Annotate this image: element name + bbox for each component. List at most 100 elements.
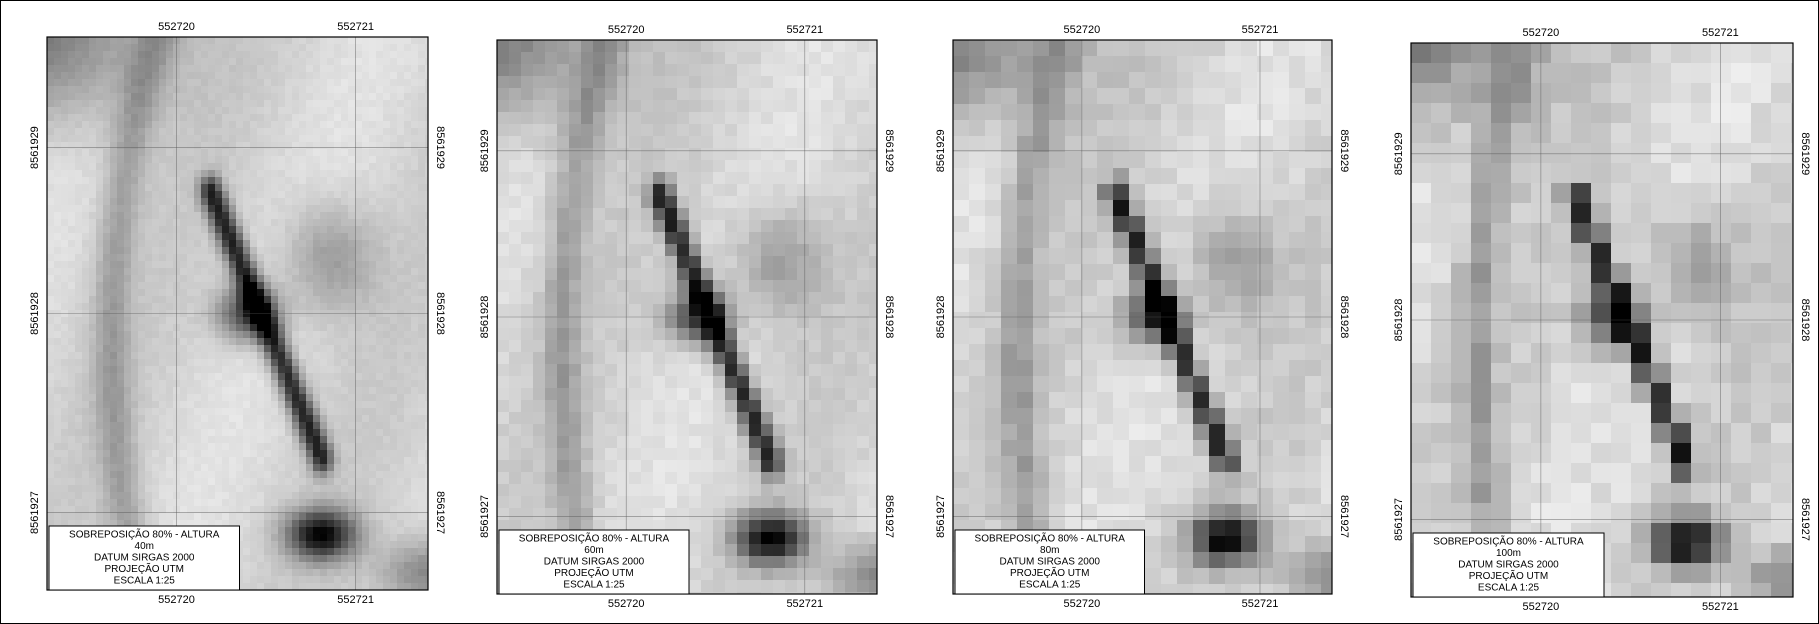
raster-cell bbox=[397, 471, 405, 479]
raster-cell bbox=[54, 408, 62, 416]
raster-cell bbox=[82, 457, 90, 465]
raster-cell bbox=[376, 177, 384, 185]
raster-cell bbox=[348, 142, 356, 150]
raster-cell bbox=[264, 128, 272, 136]
raster-cell bbox=[713, 100, 726, 113]
raster-cell bbox=[341, 541, 349, 549]
raster-cell bbox=[82, 86, 90, 94]
raster-cell bbox=[222, 387, 230, 395]
raster-cell bbox=[857, 256, 870, 269]
raster-cell bbox=[222, 156, 230, 164]
raster-cell bbox=[215, 184, 223, 192]
raster-cell bbox=[749, 52, 762, 65]
raster-cell bbox=[82, 254, 90, 262]
raster-cell bbox=[845, 256, 858, 269]
raster-cell bbox=[833, 172, 846, 185]
raster-cell bbox=[257, 44, 265, 52]
raster-cell bbox=[208, 184, 216, 192]
raster-cell bbox=[665, 172, 678, 185]
raster-cell bbox=[821, 88, 834, 101]
raster-cell bbox=[61, 205, 69, 213]
raster-cell bbox=[418, 268, 426, 276]
raster-cell bbox=[243, 254, 251, 262]
raster-cell bbox=[641, 88, 654, 101]
raster-cell bbox=[159, 303, 167, 311]
raster-cell bbox=[327, 289, 335, 297]
raster-cell bbox=[369, 317, 377, 325]
raster-cell bbox=[418, 100, 426, 108]
raster-cell bbox=[689, 172, 702, 185]
raster-cell bbox=[236, 415, 244, 423]
raster-cell bbox=[68, 212, 76, 220]
raster-cell bbox=[390, 275, 398, 283]
raster-cell bbox=[299, 65, 307, 73]
raster-cell bbox=[110, 107, 118, 115]
raster-cell bbox=[605, 52, 618, 65]
raster-cell bbox=[103, 86, 111, 94]
raster-cell bbox=[313, 303, 321, 311]
raster-cell bbox=[145, 219, 153, 227]
raster-cell bbox=[341, 555, 349, 563]
raster-cell bbox=[89, 492, 97, 500]
raster-cell bbox=[292, 345, 300, 353]
raster-cell bbox=[103, 387, 111, 395]
raster-cell bbox=[145, 331, 153, 339]
raster-cell bbox=[257, 240, 265, 248]
raster-cell bbox=[208, 415, 216, 423]
raster-cell bbox=[54, 366, 62, 374]
raster-cell bbox=[355, 135, 363, 143]
raster-cell bbox=[737, 232, 750, 245]
raster-cell bbox=[341, 436, 349, 444]
raster-cell bbox=[68, 394, 76, 402]
raster-cell bbox=[404, 107, 412, 115]
raster-cell bbox=[166, 450, 174, 458]
raster-cell bbox=[327, 324, 335, 332]
raster-cell bbox=[201, 450, 209, 458]
raster-cell bbox=[341, 569, 349, 577]
raster-cell bbox=[285, 44, 293, 52]
raster-cell bbox=[355, 436, 363, 444]
raster-cell bbox=[229, 100, 237, 108]
raster-cell bbox=[117, 240, 125, 248]
raster-cell bbox=[47, 142, 55, 150]
raster-cell bbox=[617, 64, 630, 77]
raster-cell bbox=[749, 184, 762, 197]
raster-cell bbox=[222, 65, 230, 73]
raster-cell bbox=[131, 387, 139, 395]
raster-cell bbox=[404, 555, 412, 563]
raster-cell bbox=[215, 289, 223, 297]
raster-cell bbox=[159, 65, 167, 73]
raster-cell bbox=[159, 198, 167, 206]
raster-cell bbox=[166, 394, 174, 402]
raster-cell bbox=[82, 128, 90, 136]
raster-cell bbox=[355, 450, 363, 458]
raster-cell bbox=[257, 233, 265, 241]
raster-cell bbox=[82, 191, 90, 199]
raster-cell bbox=[152, 352, 160, 360]
raster-cell bbox=[278, 457, 286, 465]
raster-cell bbox=[773, 160, 786, 173]
raster-cell bbox=[404, 170, 412, 178]
raster-cell bbox=[785, 184, 798, 197]
raster-cell bbox=[341, 499, 349, 507]
raster-cell bbox=[605, 172, 618, 185]
raster-cell bbox=[124, 303, 132, 311]
raster-cell bbox=[89, 513, 97, 521]
raster-cell bbox=[369, 450, 377, 458]
raster-cell bbox=[124, 170, 132, 178]
raster-cell bbox=[362, 72, 370, 80]
raster-cell bbox=[313, 499, 321, 507]
raster-cell bbox=[313, 436, 321, 444]
raster-cell bbox=[665, 232, 678, 245]
raster-cell bbox=[201, 44, 209, 52]
raster-cell bbox=[96, 324, 104, 332]
raster-cell bbox=[215, 198, 223, 206]
raster-cell bbox=[187, 289, 195, 297]
raster-cell bbox=[117, 254, 125, 262]
raster-cell bbox=[369, 247, 377, 255]
raster-cell bbox=[334, 121, 342, 129]
raster-cell bbox=[397, 72, 405, 80]
raster-cell bbox=[845, 172, 858, 185]
raster-cell bbox=[376, 520, 384, 528]
raster-cell bbox=[369, 429, 377, 437]
